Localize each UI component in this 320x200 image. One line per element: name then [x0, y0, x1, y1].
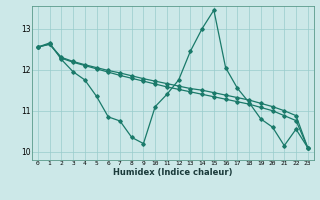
X-axis label: Humidex (Indice chaleur): Humidex (Indice chaleur)	[113, 168, 233, 177]
